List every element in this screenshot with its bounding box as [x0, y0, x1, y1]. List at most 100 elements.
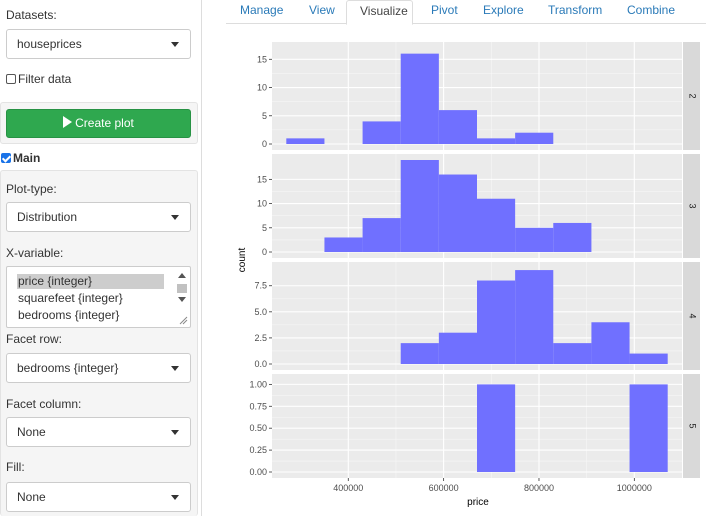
x-tick-label: 1000000	[617, 483, 652, 493]
tab-view[interactable]: View	[309, 3, 335, 17]
histogram-bar	[438, 332, 477, 364]
x-tick-label: 600000	[429, 483, 459, 493]
histogram-bar	[362, 218, 401, 252]
histogram-bar	[515, 132, 554, 144]
y-tick-label: 5	[262, 111, 267, 121]
main-checkbox[interactable]: Main	[1, 151, 40, 165]
histogram-bar	[438, 110, 477, 144]
y-tick-label: 0	[262, 247, 267, 257]
main-label: Main	[13, 151, 41, 165]
checkbox-checked-icon[interactable]	[1, 153, 11, 163]
scroll-up-arrow-icon[interactable]	[178, 273, 186, 278]
histogram-bar	[324, 237, 363, 252]
checkbox-icon[interactable]	[6, 74, 16, 84]
histogram-bar	[553, 343, 592, 364]
y-tick-label: 7.5	[254, 281, 267, 291]
resize-grip-icon[interactable]	[178, 315, 188, 325]
y-tick-label: 15	[257, 174, 267, 184]
y-axis-title: count	[237, 248, 248, 273]
create-plot-label: Create plot	[75, 116, 134, 130]
histogram-bar	[629, 353, 668, 364]
plot-type-value: Distribution	[17, 210, 78, 224]
dataset-select[interactable]: houseprices	[6, 29, 191, 59]
x-variable-option[interactable]: price {integer}	[17, 274, 164, 289]
histogram-bar	[400, 53, 439, 144]
price-histogram-plot: 051015205101530.02.55.07.540.000.250.500…	[237, 42, 700, 508]
y-tick-label: 10	[257, 199, 267, 209]
facet-row-label: Facet row:	[6, 332, 63, 346]
plot-type-label: Plot-type:	[6, 182, 57, 196]
facet-row-select[interactable]: bedrooms {integer}	[6, 353, 191, 383]
x-tick-label: 800000	[524, 483, 554, 493]
filter-data-label: Filter data	[18, 72, 72, 86]
x-axis-title: price	[467, 497, 489, 508]
sidebar: Datasets: houseprices Filter data Create…	[0, 0, 202, 516]
tab-manage[interactable]: Manage	[240, 3, 284, 17]
histogram-bar	[515, 227, 554, 252]
y-tick-label: 15	[257, 54, 267, 64]
histogram-bar	[362, 121, 401, 144]
y-tick-label: 0.00	[249, 467, 267, 477]
y-tick-label: 5	[262, 223, 267, 233]
tab-bar: Manage View Visualize Pivot Explore Tran…	[226, 0, 706, 25]
y-tick-label: 0.75	[249, 401, 267, 411]
filter-data-checkbox[interactable]: Filter data	[6, 72, 71, 86]
tab-visualize[interactable]: Visualize	[346, 0, 413, 25]
tab-combine[interactable]: Combine	[627, 3, 676, 17]
x-variable-label: X-variable:	[6, 246, 64, 260]
datasets-label: Datasets:	[6, 8, 57, 22]
create-plot-button[interactable]: Create plot	[6, 109, 191, 138]
chevron-down-icon	[171, 42, 179, 47]
x-variable-option[interactable]: bedrooms {integer}	[18, 308, 120, 322]
facet-strip-label: 4	[688, 313, 698, 318]
facet-column-select[interactable]: None	[6, 417, 191, 447]
facet-strip	[683, 374, 700, 478]
y-tick-label: 0.0	[254, 359, 267, 369]
histogram-bar	[477, 198, 516, 252]
plot-type-select[interactable]: Distribution	[6, 202, 191, 232]
facet-strip	[683, 262, 700, 370]
play-icon	[63, 116, 73, 128]
facet-strip-label: 3	[688, 203, 698, 208]
x-variable-option[interactable]: squarefeet {integer}	[18, 291, 123, 305]
y-tick-label: 10	[257, 83, 267, 93]
histogram-bar	[286, 138, 325, 144]
x-variable-listbox[interactable]: price {integer} squarefeet {integer} bed…	[6, 266, 191, 328]
chevron-down-icon	[171, 215, 179, 220]
tab-pivot[interactable]: Pivot	[431, 3, 458, 17]
y-tick-label: 2.5	[254, 333, 267, 343]
chevron-down-icon	[171, 495, 179, 500]
facet-strip	[683, 154, 700, 258]
histogram-bar	[400, 160, 439, 252]
histogram-bar	[400, 343, 439, 364]
y-tick-label: 5.0	[254, 307, 267, 317]
chevron-down-icon	[171, 366, 179, 371]
x-tick-label: 400000	[333, 483, 363, 493]
chevron-down-icon	[171, 430, 179, 435]
y-tick-label: 1.00	[249, 379, 267, 389]
histogram-bar	[515, 270, 554, 364]
y-tick-label: 0	[262, 139, 267, 149]
facet-strip	[683, 42, 700, 150]
facet-column-value: None	[17, 425, 46, 439]
histogram-bar	[553, 222, 592, 252]
fill-value: None	[17, 490, 46, 504]
y-tick-label: 0.50	[249, 423, 267, 433]
facet-strip-label: 5	[688, 423, 698, 428]
scroll-down-arrow-icon[interactable]	[178, 297, 186, 302]
fill-select[interactable]: None	[6, 482, 191, 512]
dataset-select-value: houseprices	[17, 37, 82, 51]
histogram-bar	[591, 322, 630, 364]
histogram-bar	[477, 138, 516, 144]
tab-explore[interactable]: Explore	[483, 3, 524, 17]
facet-column-label: Facet column:	[6, 397, 82, 411]
histogram-bar	[477, 384, 516, 472]
histogram-bar	[438, 174, 477, 252]
scrollbar-thumb[interactable]	[177, 284, 187, 293]
facet-strip-label: 2	[688, 93, 698, 98]
x-variable-scrollbar[interactable]	[176, 269, 188, 309]
tab-transform[interactable]: Transform	[548, 3, 603, 17]
histogram-bar	[477, 280, 516, 364]
histogram-bar	[629, 384, 668, 472]
facet-row-value: bedrooms {integer}	[17, 361, 119, 375]
